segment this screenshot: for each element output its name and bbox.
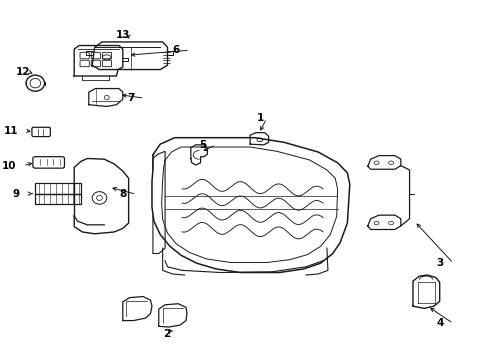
Text: 2: 2: [163, 329, 170, 339]
Text: 9: 9: [12, 189, 20, 199]
Text: 7: 7: [127, 93, 135, 103]
Text: 5: 5: [199, 140, 206, 150]
Text: 8: 8: [119, 189, 126, 199]
Text: 13: 13: [115, 30, 130, 40]
Bar: [35, 194, 81, 204]
Text: 12: 12: [16, 67, 30, 77]
Text: 4: 4: [435, 319, 443, 328]
Text: 1: 1: [257, 113, 264, 123]
Text: 11: 11: [4, 126, 18, 135]
Text: 3: 3: [435, 258, 443, 268]
Text: 10: 10: [2, 161, 17, 171]
Bar: [35, 183, 81, 194]
Text: 6: 6: [172, 45, 180, 55]
